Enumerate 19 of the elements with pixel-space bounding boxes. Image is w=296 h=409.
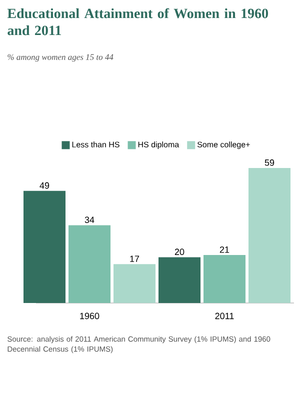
data-label: 17 — [130, 256, 140, 262]
data-label: 20 — [174, 248, 184, 256]
legend-label: HS diploma — [138, 142, 180, 149]
legend-label: Some college+ — [197, 142, 250, 149]
bar — [68, 225, 110, 303]
chart-subtitle: % among women ages 15 to 44 — [8, 54, 114, 62]
data-label: 21 — [220, 246, 230, 253]
x-tick-label: 2011 — [215, 312, 234, 320]
bar — [203, 254, 246, 303]
data-label: 49 — [40, 182, 50, 189]
chart-title: Educational Attainment of Women in 1960 and 2011 — [7, 8, 268, 36]
bar — [158, 257, 200, 303]
bar — [248, 168, 290, 303]
bar — [23, 190, 66, 303]
legend-label: Less than HS — [72, 142, 120, 148]
data-label: 59 — [264, 159, 274, 166]
data-label: 34 — [84, 216, 94, 224]
x-tick-label: 1960 — [80, 312, 100, 320]
bar — [114, 264, 156, 303]
